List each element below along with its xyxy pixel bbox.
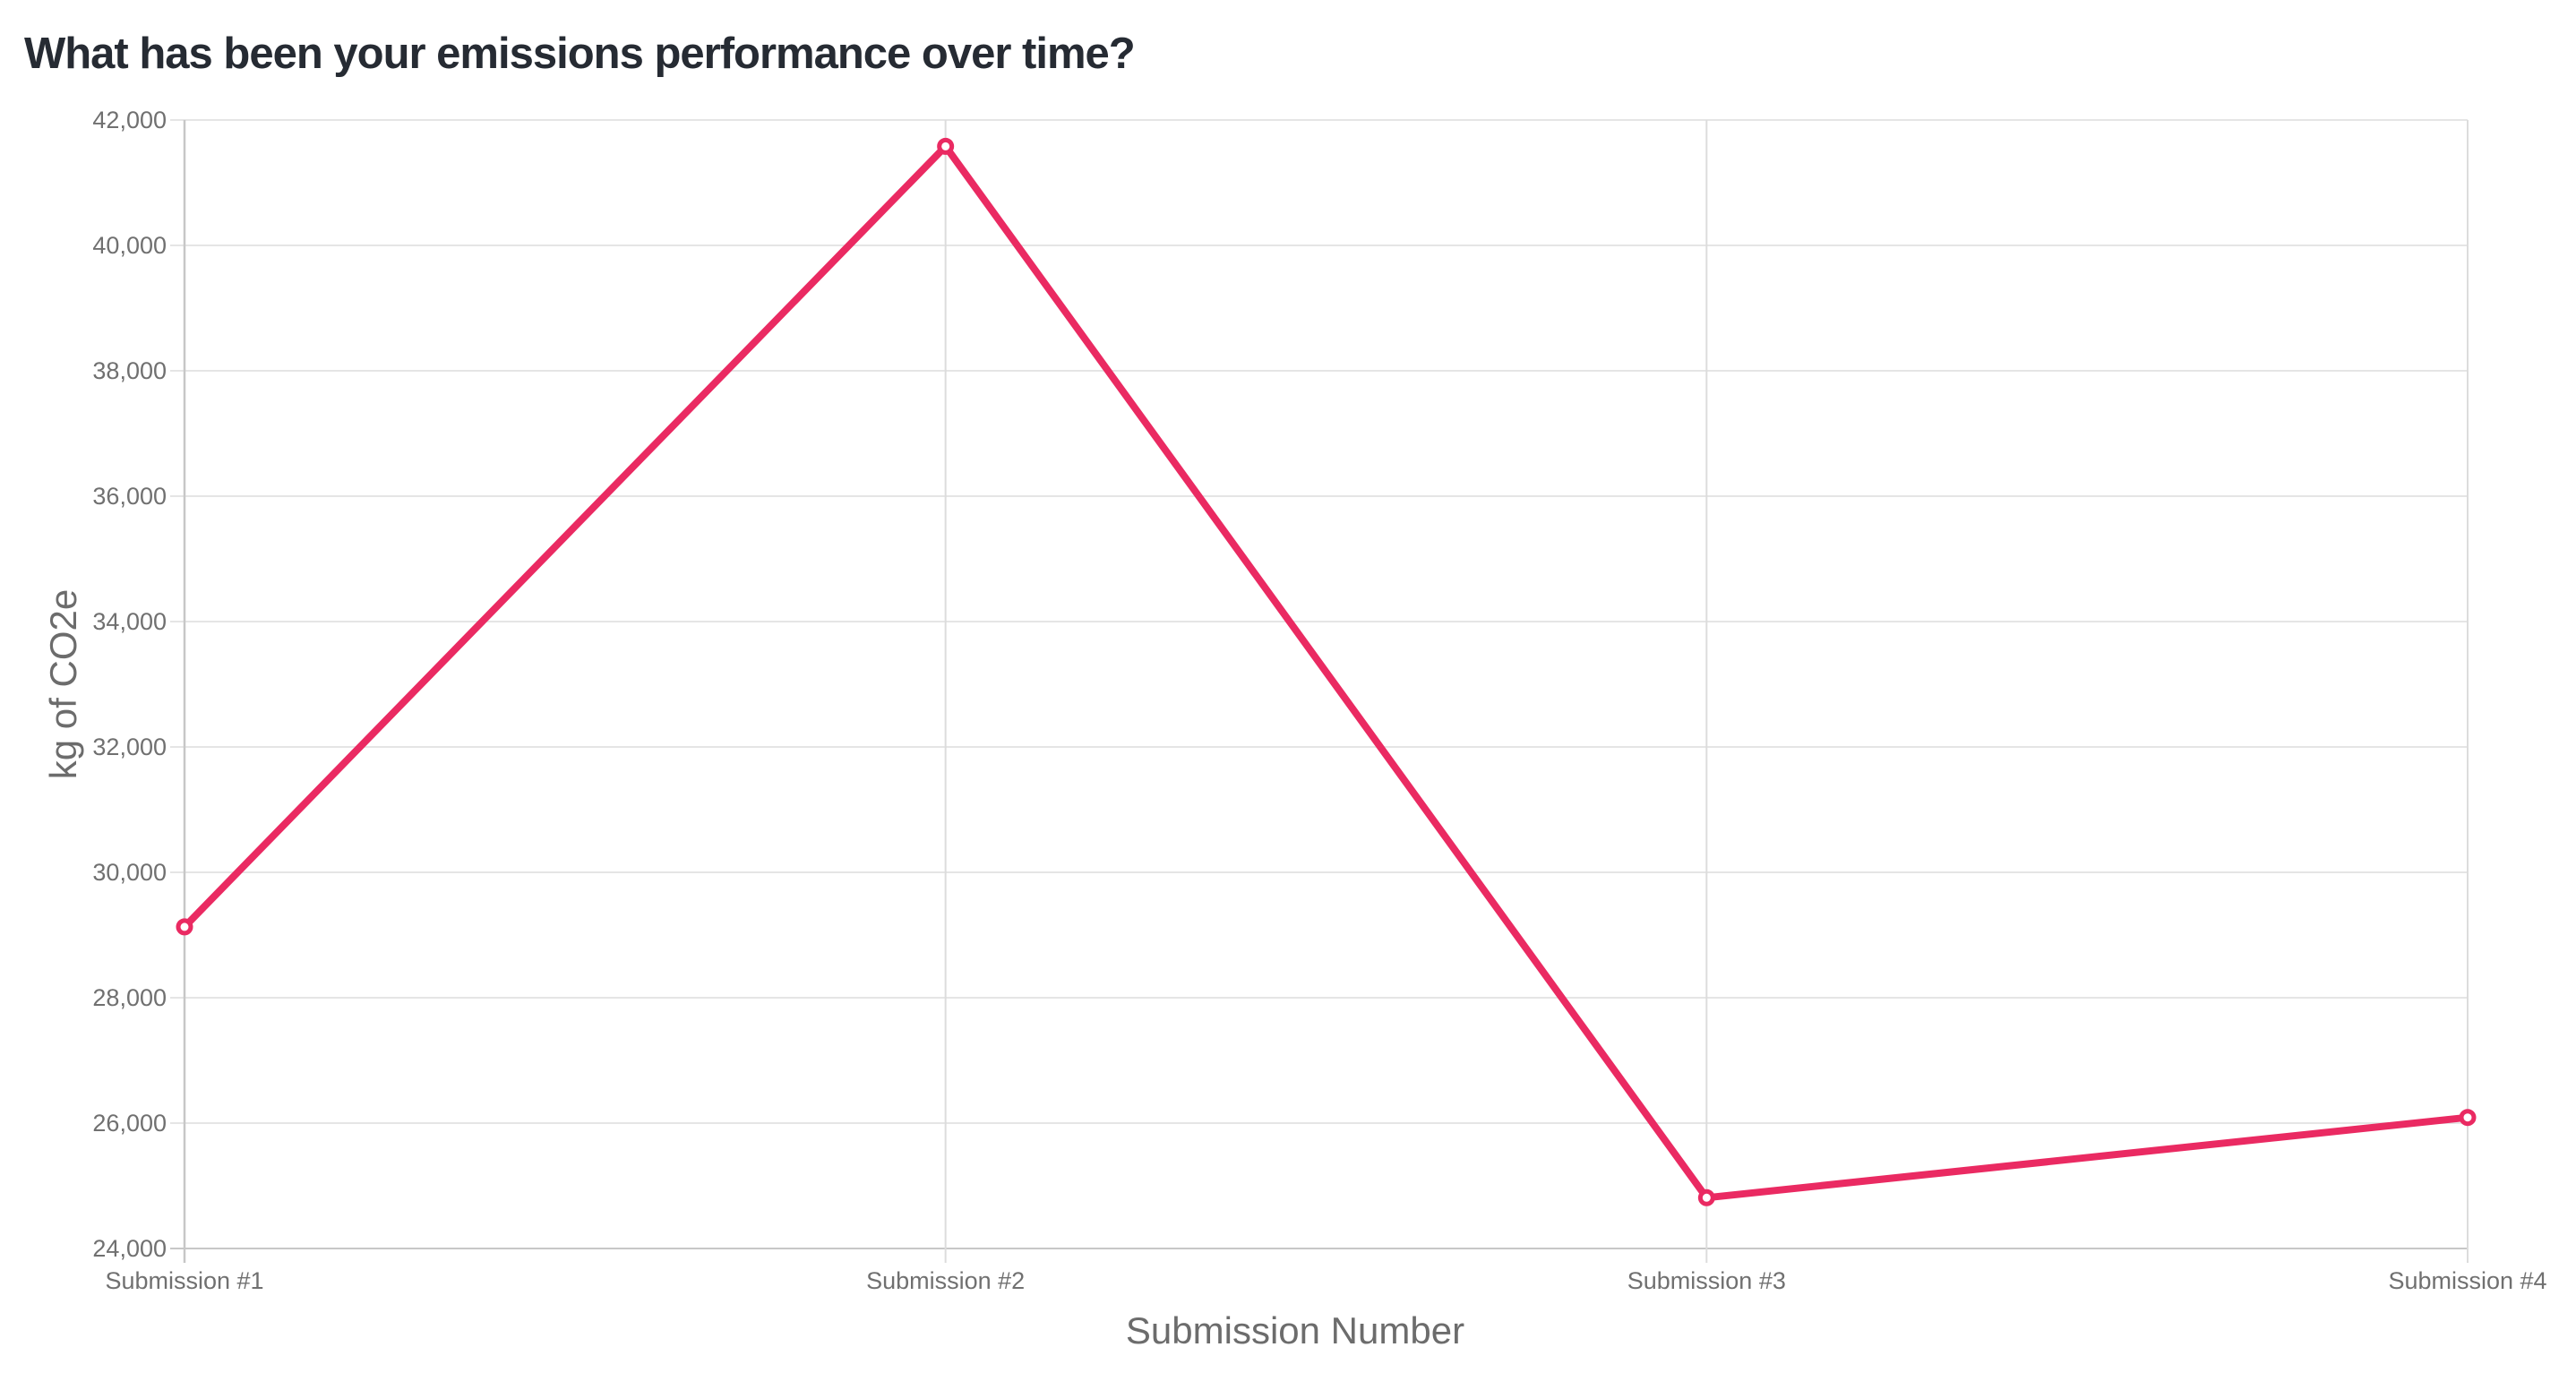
y-tick-label: 26,000 [92,1110,167,1137]
data-point-marker[interactable] [937,137,955,155]
data-point-marker[interactable] [176,918,193,936]
y-tick-label: 42,000 [92,107,167,133]
x-tick-label: Submission #2 [866,1267,1026,1294]
data-point-marker[interactable] [2459,1109,2477,1127]
x-tick-label: Submission #3 [1627,1267,1786,1294]
y-tick-label: 24,000 [92,1235,167,1262]
x-tick-label: Submission #1 [105,1267,264,1294]
data-point-marker[interactable] [1697,1188,1715,1206]
x-axis-title: Submission Number [1125,1309,1465,1351]
y-tick-label: 34,000 [92,608,167,635]
y-tick-label: 36,000 [92,483,167,510]
x-tick-label: Submission #4 [2388,1267,2547,1294]
y-tick-label: 38,000 [92,357,167,384]
y-tick-label: 28,000 [92,984,167,1011]
y-tick-label: 30,000 [92,859,167,886]
y-tick-label: 32,000 [92,734,167,760]
data-line [181,142,2471,1202]
y-tick-label: 40,000 [92,232,167,259]
chart-title: What has been your emissions performance… [24,30,1136,78]
